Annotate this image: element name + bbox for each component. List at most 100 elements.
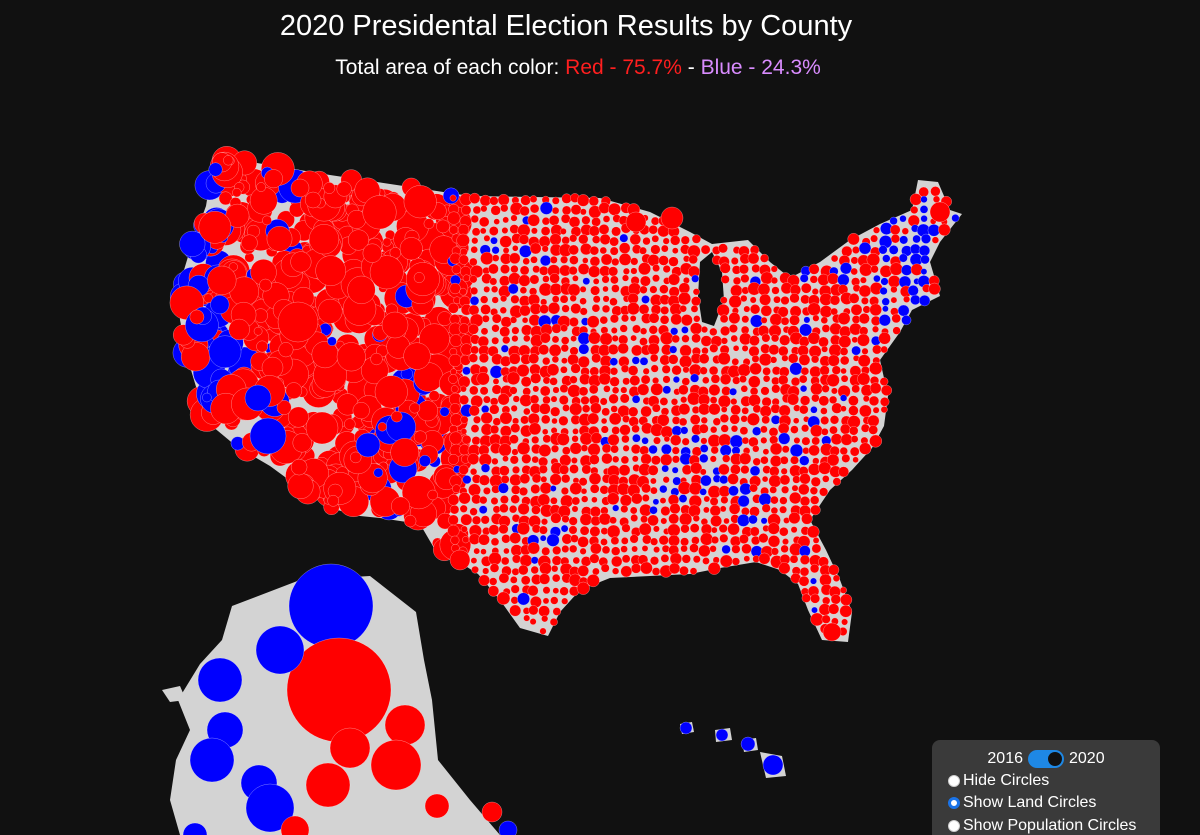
county-circle-red: [509, 576, 518, 584]
county-circle-red: [653, 546, 661, 554]
county-circle-red: [540, 414, 551, 425]
county-circle-red: [770, 333, 780, 343]
county-circle-red: [799, 395, 811, 406]
county-circle-red: [487, 585, 500, 597]
county-circle-red: [448, 453, 459, 465]
county-circle-red: [370, 739, 422, 791]
county-circle-red: [709, 497, 719, 506]
county-circle-red: [542, 434, 552, 444]
radio-show-population-circles[interactable]: [948, 820, 960, 832]
county-circle-red: [569, 255, 579, 265]
county-circle-red: [510, 264, 519, 274]
county-circle-red: [719, 533, 729, 543]
county-circle-red: [607, 343, 619, 355]
county-circle-red: [811, 543, 822, 554]
county-circle-red: [850, 303, 863, 316]
county-circle-red: [810, 612, 824, 627]
county-circle-red: [611, 226, 622, 237]
county-circle-blue: [778, 432, 791, 445]
county-circle-red: [678, 384, 689, 396]
county-circle-red: [629, 233, 642, 246]
county-circle-blue: [210, 295, 230, 315]
county-circle-red: [488, 226, 499, 236]
county-circle-blue: [878, 314, 891, 327]
county-circle-red: [610, 327, 618, 334]
county-circle-blue: [490, 236, 498, 245]
county-circle-red: [598, 224, 610, 235]
county-circle-red: [528, 605, 539, 616]
county-circle-red: [509, 604, 522, 617]
county-circle-red: [810, 504, 821, 516]
county-circle-red: [691, 296, 701, 307]
county-circle-red: [568, 266, 578, 276]
county-circle-red: [591, 303, 601, 313]
county-circle-red: [538, 605, 550, 618]
county-circle-red: [610, 405, 618, 413]
radio-show-land-circles[interactable]: [948, 797, 960, 809]
county-circle-red: [262, 215, 272, 226]
county-circle-red: [551, 323, 562, 334]
county-circle-red: [470, 286, 479, 295]
county-circle-red: [520, 575, 531, 586]
county-circle-red: [547, 302, 561, 315]
county-circle-red: [610, 275, 619, 285]
county-circle-red: [929, 201, 951, 223]
county-circle-red: [460, 525, 468, 533]
county-circle-red: [792, 417, 800, 424]
option-hide-circles[interactable]: Hide Circles: [948, 772, 1049, 790]
county-circle-red: [662, 264, 671, 274]
county-circle-red: [579, 513, 593, 526]
county-circle-red: [858, 313, 870, 325]
county-circle-red: [488, 552, 502, 566]
county-circle-red: [658, 535, 669, 546]
county-circle-red: [732, 376, 741, 385]
county-circle-red: [542, 395, 551, 405]
county-circle-red: [496, 591, 511, 606]
county-circle-red: [810, 382, 823, 396]
county-circle-red: [347, 229, 370, 251]
county-circle-red: [781, 354, 789, 362]
county-circle-red: [530, 565, 539, 575]
option-show-population-circles[interactable]: Show Population Circles: [948, 817, 1136, 835]
county-circle-red: [473, 547, 481, 555]
county-circle-red: [551, 355, 560, 364]
county-circle-red: [492, 378, 500, 385]
county-circle-red: [820, 427, 829, 436]
year-toggle-row: 2016 2020: [932, 750, 1160, 768]
county-circle-red: [760, 316, 768, 324]
county-circle-red: [648, 325, 658, 335]
county-circle-red: [460, 385, 467, 393]
county-circle-red: [728, 503, 741, 515]
toggle-knob: [1048, 752, 1062, 766]
option-show-land-circles[interactable]: Show Land Circles: [948, 794, 1096, 812]
radio-hide-circles[interactable]: [948, 775, 960, 787]
county-circle-red: [857, 372, 871, 386]
county-circle-red: [519, 286, 528, 295]
county-circle-red: [828, 564, 840, 576]
county-circle-red: [519, 554, 533, 568]
county-circle-red: [542, 275, 550, 283]
county-circle-red: [709, 455, 717, 463]
county-circle-red: [539, 627, 547, 635]
county-circle-red: [741, 315, 750, 324]
county-circle-red: [622, 267, 630, 275]
county-circle-red: [640, 453, 652, 465]
county-circle-red: [287, 472, 314, 500]
county-circle-red: [571, 496, 581, 506]
county-circle-red: [490, 205, 501, 216]
county-circle-red: [790, 526, 798, 534]
county-circle-blue: [873, 274, 881, 283]
county-circle-red: [599, 397, 608, 406]
year-toggle-switch[interactable]: [1028, 750, 1064, 768]
county-circle-red: [649, 556, 660, 566]
county-circle-red: [362, 243, 382, 263]
county-circle-red: [751, 264, 761, 273]
county-circle-red: [491, 313, 502, 324]
county-circle-red: [531, 505, 541, 515]
county-circle-blue: [631, 395, 641, 404]
county-circle-red: [700, 532, 714, 546]
county-circle-red: [537, 493, 551, 507]
county-circle-red: [600, 417, 608, 425]
county-circle-red: [606, 524, 621, 539]
county-circle-red: [837, 312, 851, 325]
